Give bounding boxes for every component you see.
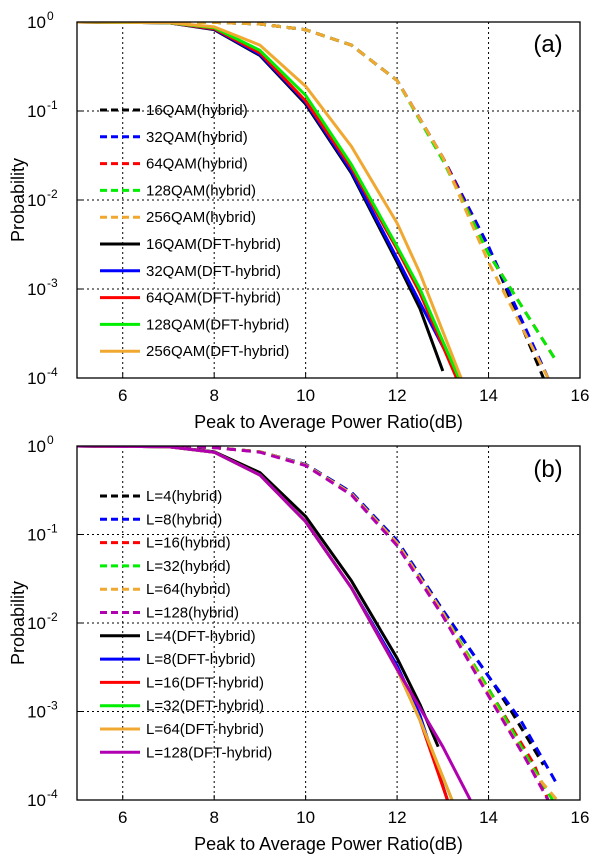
y-tick-base: 10: [27, 13, 46, 32]
x-tick-label: 14: [479, 386, 498, 405]
x-tick-label: 16: [571, 386, 590, 405]
legend-label: 256QAM(hybrid): [146, 209, 256, 226]
legend-label: 128QAM(DFT-hybrid): [146, 316, 289, 333]
series-line: [77, 22, 463, 378]
legend: 16QAM(hybrid) 32QAM(hybrid) 64QAM(hybrid) 1…: [100, 102, 289, 360]
y-tick-exponent: -4: [47, 787, 58, 801]
y-tick-base: 10: [27, 526, 46, 545]
y-tick-label: 10: [27, 280, 46, 299]
legend: L=4(hybrid) L=8(hybrid) L=16(hybrid) L=32(h…: [100, 488, 272, 761]
x-tick-label: 10: [296, 386, 315, 405]
legend-label: L=32(hybrid): [146, 558, 231, 575]
legend-label: L=4(DFT-hybrid): [146, 628, 256, 645]
legend-label: 64QAM(hybrid): [146, 156, 248, 173]
y-tick-exponent: -3: [47, 276, 58, 290]
x-axis-label: Peak to Average Power Ratio(dB): [194, 834, 463, 854]
x-tick-label: 8: [209, 808, 218, 827]
y-tick-base: 10: [27, 369, 46, 388]
panel-label: (a): [533, 31, 562, 58]
x-tick-label: 14: [479, 808, 498, 827]
legend-label: 128QAM(hybrid): [146, 182, 256, 199]
y-tick-exponent: 0: [47, 433, 54, 447]
panel-label: (b): [533, 456, 562, 483]
y-tick-label: 10: [27, 437, 46, 456]
legend-label: 256QAM(DFT-hybrid): [146, 343, 289, 360]
x-tick-label: 6: [118, 808, 127, 827]
y-tick-base: 10: [27, 791, 46, 810]
x-tick-label: 8: [209, 386, 218, 405]
y-tick-exponent: 0: [47, 9, 54, 23]
legend-label: 64QAM(DFT-hybrid): [146, 290, 281, 307]
x-tick-label: 10: [296, 808, 315, 827]
y-tick-label: 10: [27, 191, 46, 210]
series-line: [77, 446, 472, 800]
y-tick-label: 10: [27, 526, 46, 545]
legend-label: L=32(DFT-hybrid): [146, 698, 264, 715]
y-tick-base: 10: [27, 280, 46, 299]
legend-label: L=16(DFT-hybrid): [146, 674, 264, 691]
y-tick-label: 10: [27, 614, 46, 633]
y-tick-exponent: -2: [47, 610, 58, 624]
y-tick-base: 10: [27, 703, 46, 722]
legend-label: L=16(hybrid): [146, 535, 231, 552]
legend-label: L=64(DFT-hybrid): [146, 721, 264, 738]
y-tick-label: 10: [27, 369, 46, 388]
y-tick-base: 10: [27, 102, 46, 121]
legend-label: L=128(hybrid): [146, 605, 239, 622]
x-tick-label: 16: [571, 808, 590, 827]
y-tick-exponent: -2: [47, 187, 58, 201]
series-line: [77, 446, 550, 800]
series-group: [77, 446, 559, 800]
legend-label: 16QAM(hybrid): [146, 102, 248, 119]
y-tick-base: 10: [27, 437, 46, 456]
y-tick-label: 10: [27, 102, 46, 121]
y-tick-exponent: -3: [47, 699, 58, 713]
legend-label: 16QAM(DFT-hybrid): [146, 236, 281, 253]
series-group: [77, 22, 559, 378]
y-tick-exponent: -4: [47, 365, 58, 379]
legend-label: L=64(hybrid): [146, 581, 231, 598]
x-tick-label: 6: [118, 386, 127, 405]
series-line: [77, 22, 550, 378]
y-axis-label: Probability: [8, 581, 28, 665]
legend-label: L=4(hybrid): [146, 488, 222, 505]
y-axis-label: Probability: [8, 158, 28, 242]
legend-label: L=8(DFT-hybrid): [146, 651, 256, 668]
legend-label: 32QAM(hybrid): [146, 129, 248, 146]
legend-label: L=128(DFT-hybrid): [146, 744, 272, 761]
y-tick-label: 10: [27, 791, 46, 810]
x-tick-label: 12: [388, 808, 407, 827]
y-tick-base: 10: [27, 191, 46, 210]
x-axis-label: Peak to Average Power Ratio(dB): [194, 412, 463, 432]
y-tick-base: 10: [27, 614, 46, 633]
legend-label: L=8(hybrid): [146, 511, 222, 528]
x-tick-label: 12: [388, 386, 407, 405]
y-tick-exponent: -1: [47, 522, 58, 536]
y-tick-exponent: -1: [47, 98, 58, 112]
legend-label: 32QAM(DFT-hybrid): [146, 263, 281, 280]
y-tick-label: 10: [27, 703, 46, 722]
y-tick-label: 10: [27, 13, 46, 32]
